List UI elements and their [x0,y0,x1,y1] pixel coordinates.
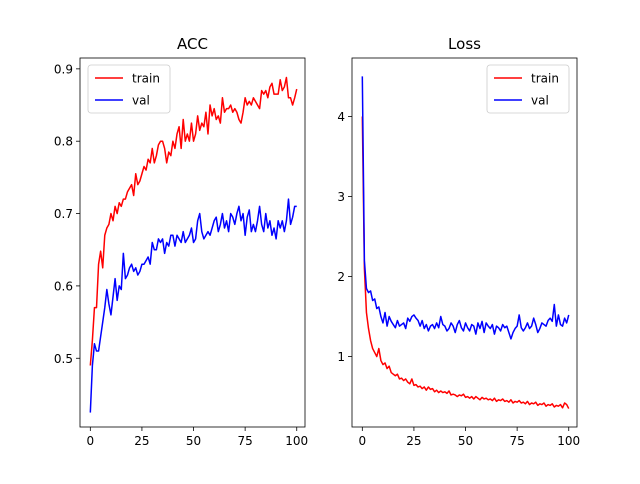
x-tick-label: 50 [186,434,201,448]
axes-frame [351,57,578,428]
x-tick-label: 0 [359,434,367,448]
legend-box [486,64,570,114]
x-tick-label: 25 [406,434,421,448]
legend-label-train: train [132,72,160,86]
x-tick-label: 100 [285,434,308,448]
x-tick-label: 75 [237,434,252,448]
y-tick-label: 0.8 [54,135,73,149]
y-tick-label: 0.9 [54,62,73,76]
chart-title: ACC [177,35,208,53]
y-tick-label: 3 [337,190,345,204]
series-line-val [89,198,297,413]
x-tick-label: 75 [509,434,524,448]
y-tick-label: 0.6 [54,279,73,293]
x-tick-label: 0 [87,434,95,448]
series-line-val [361,76,570,340]
x-tick-label: 100 [557,434,580,448]
acc-subplot: ACC 0 25 50 75 100 0.5 0.6 0.7 0.8 0.9 train val [54,35,308,448]
legend-label-train: train [531,72,559,86]
legend-box [87,64,171,114]
legend: train val [486,64,570,114]
series-line-train [89,76,298,366]
y-tick-label: 1 [337,350,345,364]
x-tick-label: 25 [134,434,149,448]
series-line-train [361,116,570,409]
x-tick-label: 50 [458,434,473,448]
legend-label-val: val [132,94,150,108]
loss-subplot: Loss 0 25 50 75 100 1 2 3 4 train val [337,35,580,448]
y-tick-label: 0.7 [54,207,73,221]
y-tick-label: 2 [337,270,345,284]
legend-label-val: val [531,94,549,108]
legend: train val [87,64,171,114]
chart-title: Loss [448,35,481,53]
axes-frame [79,57,306,428]
y-tick-label: 0.5 [54,352,73,366]
y-tick-label: 4 [337,110,345,124]
